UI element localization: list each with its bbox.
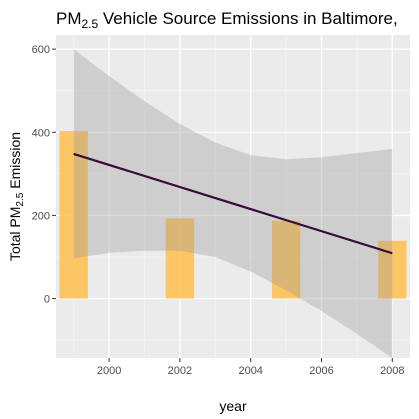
y-tick-label-0: 0 [44,294,50,306]
y-axis-title-subscript: 2.5 [15,192,26,206]
x-tick-label-2002: 2002 [168,365,192,377]
y-tick-label-400: 400 [32,127,50,139]
y-axis-title-suffix: Emission [7,132,23,193]
x-tick-label-2004: 2004 [238,365,262,377]
chart-title: PM2.5 Vehicle Source Emissions in Baltim… [56,9,398,31]
trend-line-layer [73,49,393,358]
bar-1999 [59,131,88,299]
plot-panel [56,35,410,358]
x-axis-title: year [219,398,247,414]
chart-title-subscript: 2.5 [82,17,99,31]
major-gridlines [56,35,410,358]
bar-2002 [165,218,195,299]
y-axis-title: Total PM2.5 Emission [7,132,26,261]
trend-line [73,152,393,255]
x-tick-label-2000: 2000 [97,365,121,377]
y-axis-title-prefix: Total PM [7,207,23,261]
x-tick-label-2006: 2006 [309,365,333,377]
minor-gridlines [56,35,410,358]
bar-2005 [271,220,301,299]
y-tick-label-200: 200 [32,210,50,222]
x-tick-label-2008: 2008 [380,365,404,377]
y-axis: 0 200 400 600 [32,44,56,306]
chart-title-suffix: Vehicle Source Emissions in Baltimore, [98,9,398,28]
x-axis: 2000 2002 2004 2006 2008 [97,358,405,377]
chart-title-prefix: PM [56,9,82,28]
y-tick-label-600: 600 [32,44,50,56]
